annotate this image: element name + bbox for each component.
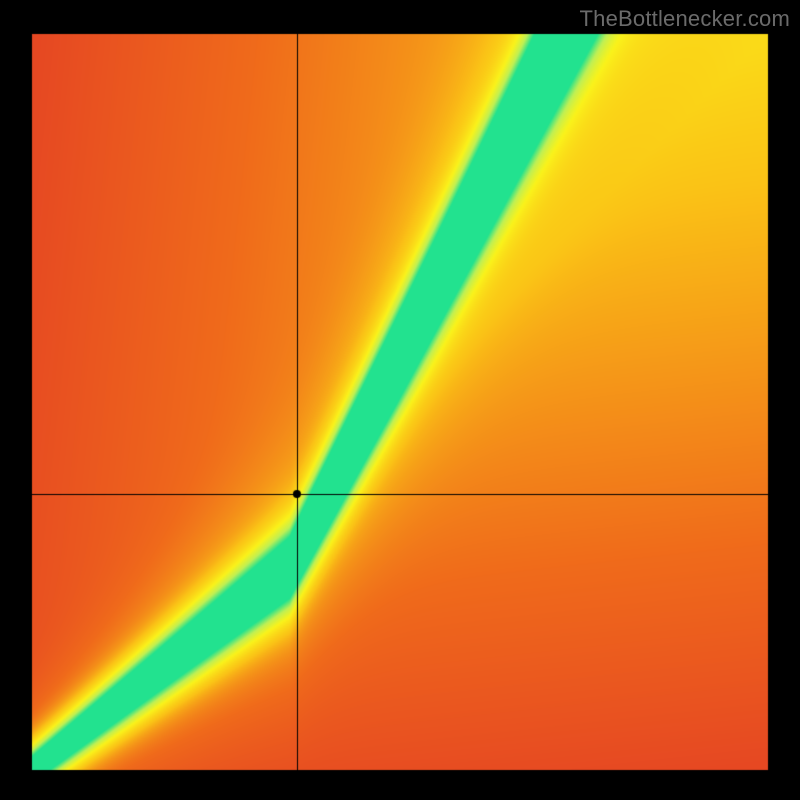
watermark-label: TheBottlenecker.com <box>580 6 790 32</box>
chart-container: TheBottlenecker.com <box>0 0 800 800</box>
heatmap-canvas <box>0 0 800 800</box>
